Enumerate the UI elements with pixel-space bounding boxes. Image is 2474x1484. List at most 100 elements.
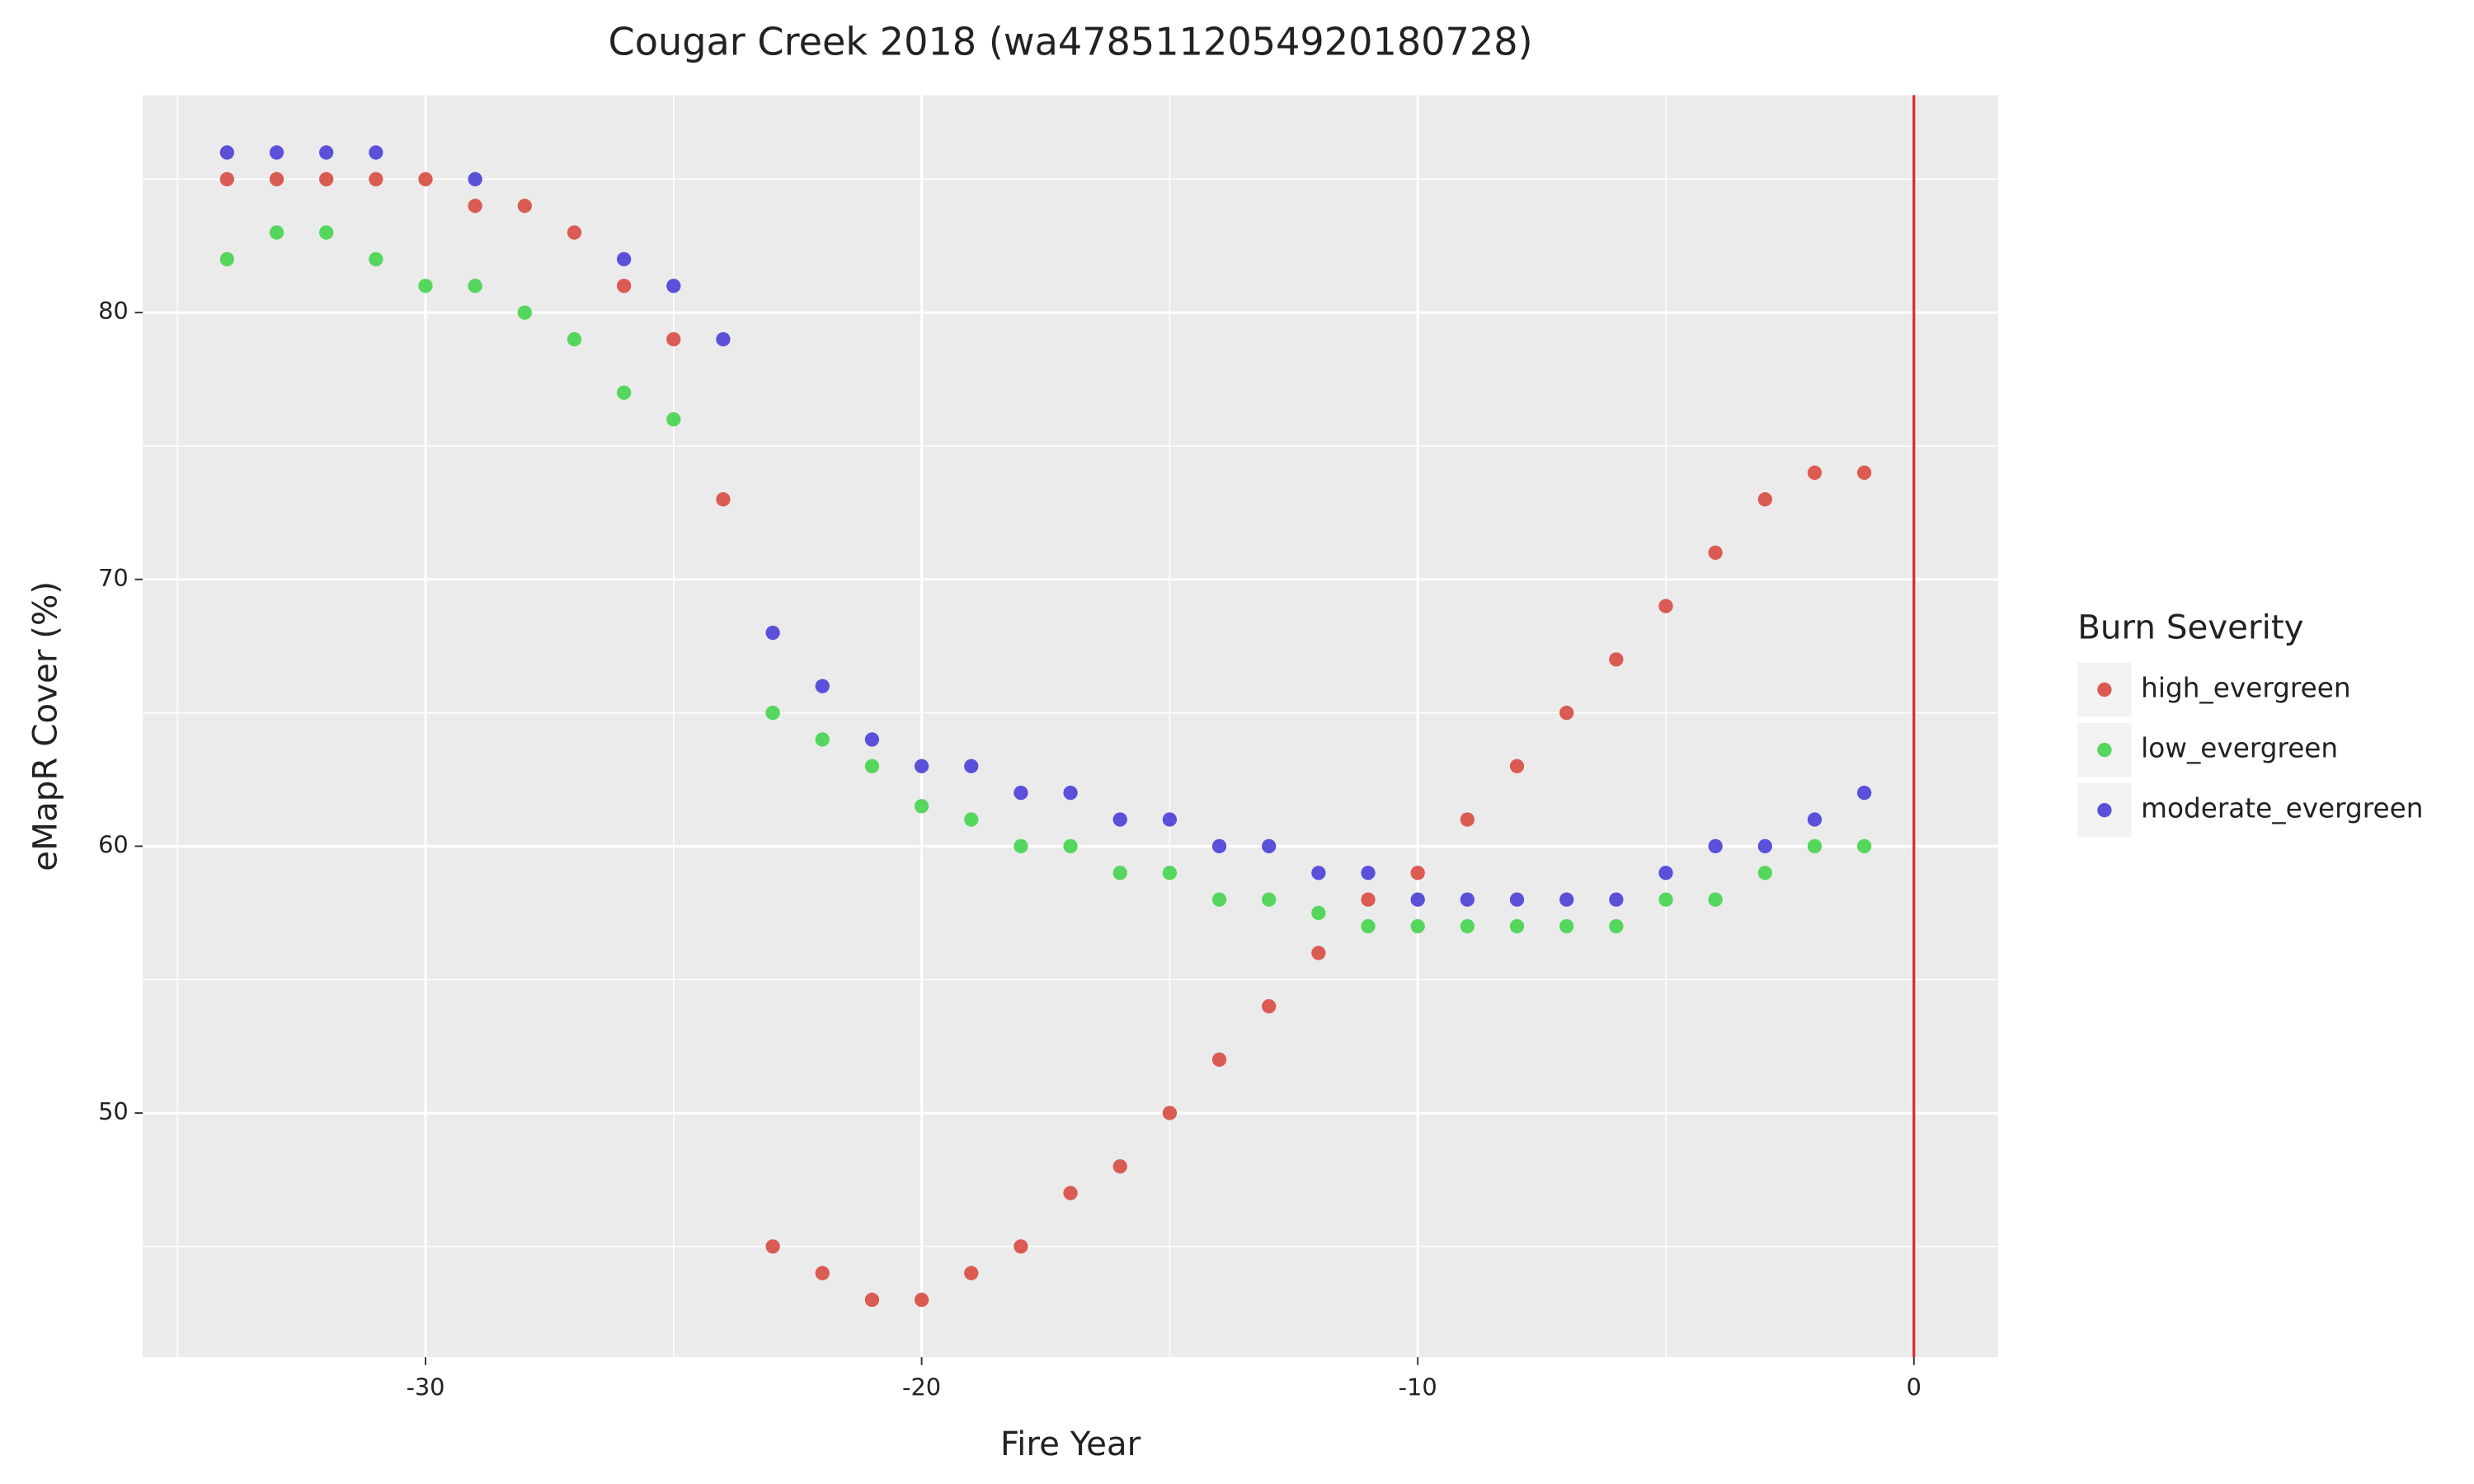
data-point [1559,892,1574,907]
x-tick-label: -30 [406,1374,444,1402]
x-tick-label: -10 [1399,1374,1437,1402]
data-point [1708,545,1723,561]
data-point [1807,812,1823,827]
data-point [914,1292,929,1308]
data-point [567,331,582,347]
data-point [319,145,334,160]
data-point [1410,866,1425,881]
data-point [1063,786,1078,801]
legend-marker [2097,803,2112,818]
data-point [468,279,482,294]
data-point [1211,1052,1227,1067]
data-point [369,171,383,186]
data-point [815,1266,830,1280]
data-point [1609,892,1624,907]
data-point [914,758,929,773]
data-point [1112,812,1127,827]
data-point [1658,866,1673,881]
data-point [567,225,582,240]
data-point [1658,599,1673,613]
data-point [1063,1186,1078,1200]
data-point [616,279,632,294]
y-axis-title: eMapR Cover (%) [26,581,65,871]
data-point [418,279,433,294]
legend-label: moderate_evergreen [2141,793,2423,824]
data-point [369,251,383,267]
data-point [269,225,285,240]
data-point [716,492,731,507]
data-point [369,145,383,160]
legend-label: high_evergreen [2141,673,2350,704]
data-point [1361,866,1376,881]
data-point [1162,812,1178,827]
data-point [1509,918,1525,934]
data-point [1856,465,1872,480]
data-point [765,625,780,641]
data-point [1509,892,1525,907]
data-point [815,732,830,747]
chart-title: Cougar Creek 2018 (wa4785112054920180728… [609,19,1533,63]
data-point [1112,1159,1127,1174]
data-point [1757,492,1772,507]
y-tick-label: 70 [98,564,129,592]
data-point [765,1239,780,1254]
data-point [1807,465,1823,480]
data-point [1460,918,1475,934]
data-point [1211,892,1227,907]
legend-title: Burn Severity [2077,608,2303,646]
plot-background [143,95,1999,1358]
data-point [1658,892,1673,907]
data-point [1262,998,1277,1014]
x-tick-label: 0 [1907,1374,1921,1402]
data-point [1807,838,1823,854]
data-point [517,305,532,320]
data-point [765,705,780,721]
data-point [269,171,285,186]
data-point [1262,838,1277,854]
data-point [1609,918,1624,934]
data-point [1509,758,1525,773]
data-point [1708,892,1723,907]
data-point [1262,892,1277,907]
legend-marker [2097,742,2112,758]
data-point [1311,946,1326,960]
data-point [1014,786,1028,801]
data-point [219,171,235,186]
data-point [964,812,979,827]
data-point [1559,705,1574,721]
data-point [319,225,334,240]
data-point [517,199,532,214]
data-point [964,1266,979,1280]
data-point [1014,838,1028,854]
data-point [269,145,285,160]
data-point [716,331,731,347]
data-point [219,145,235,160]
data-point [864,758,880,773]
data-point [914,799,929,814]
data-point [964,758,979,773]
data-point [864,1292,880,1308]
data-point [666,411,681,427]
legend-label: low_evergreen [2141,733,2338,764]
data-point [418,171,433,186]
y-tick-label: 60 [98,830,129,858]
data-point [1162,1106,1178,1120]
y-tick-label: 50 [98,1097,129,1125]
data-point [1112,866,1127,881]
data-point [1311,905,1326,920]
data-point [1063,838,1078,854]
data-point [616,251,632,267]
data-point [616,385,632,400]
data-point [666,331,681,347]
data-point [1856,786,1872,801]
data-point [468,199,482,214]
data-point [1856,838,1872,854]
data-point [1609,652,1624,667]
y-tick-label: 80 [98,297,129,325]
data-point [468,171,482,186]
legend-marker [2097,682,2112,697]
data-point [219,251,235,267]
x-tick-label: -20 [902,1374,941,1402]
data-point [1460,892,1475,907]
